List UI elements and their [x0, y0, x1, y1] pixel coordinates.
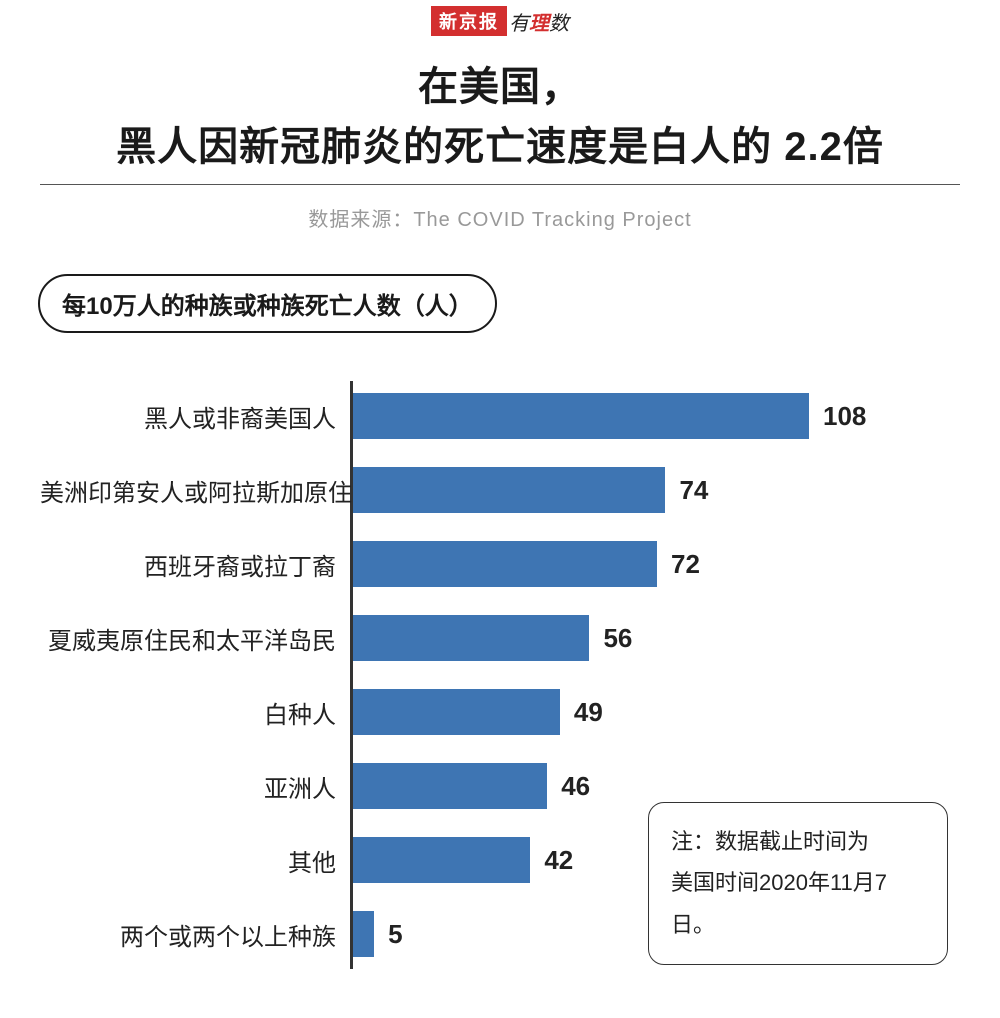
- bar-value: 74: [679, 475, 708, 506]
- bar-rect: [353, 689, 560, 735]
- title-block: 在美国， 黑人因新冠肺炎的死亡速度是白人的 2.2倍: [0, 54, 1000, 172]
- bar-chart: 注：数据截止时间为 美国时间2020年11月7日。 黑人或非裔美国人108美洲印…: [40, 381, 960, 1001]
- header-logo: 新京报 有理数: [0, 0, 1000, 36]
- bar-label: 其他: [40, 843, 350, 878]
- bar-row: 夏威夷原住民和太平洋岛民 56: [40, 615, 960, 661]
- bar-rect: [353, 467, 665, 513]
- title-rule: [40, 184, 960, 185]
- bar-rect: [353, 393, 809, 439]
- bar-rect: [353, 541, 657, 587]
- logo-suffix: 有理数: [509, 7, 569, 36]
- bar-label: 美洲印第安人或阿拉斯加原住民: [40, 473, 350, 508]
- bar-label: 西班牙裔或拉丁裔: [40, 547, 350, 582]
- bar-label: 白种人: [40, 695, 350, 730]
- bar-row: 亚洲人 46: [40, 763, 960, 809]
- bar-row: 两个或两个以上种族 5: [40, 911, 960, 957]
- title-line1: 在美国，: [40, 54, 960, 112]
- bar-row: 白种人 49: [40, 689, 960, 735]
- data-source: 数据来源：The COVID Tracking Project: [0, 203, 1000, 232]
- bar-label: 亚洲人: [40, 769, 350, 804]
- bar-value: 5: [388, 919, 402, 950]
- bar-value: 108: [823, 401, 866, 432]
- bar-value: 56: [603, 623, 632, 654]
- logo-badge: 新京报: [431, 6, 507, 36]
- bar-rect: [353, 615, 589, 661]
- bar-row: 西班牙裔或拉丁裔 72: [40, 541, 960, 587]
- bar-label: 夏威夷原住民和太平洋岛民: [40, 621, 350, 656]
- bar-value: 49: [574, 697, 603, 728]
- bar-value: 42: [544, 845, 573, 876]
- bar-label: 黑人或非裔美国人: [40, 399, 350, 434]
- title-line2: 黑人因新冠肺炎的死亡速度是白人的 2.2倍: [40, 114, 960, 172]
- bar-row: 美洲印第安人或阿拉斯加原住民 74: [40, 467, 960, 513]
- bar-rect: [353, 763, 547, 809]
- bar-value: 46: [561, 771, 590, 802]
- bar-rect: [353, 837, 530, 883]
- bar-label: 两个或两个以上种族: [40, 917, 350, 952]
- bar-row: 其他 42: [40, 837, 960, 883]
- chart-subtitle: 每10万人的种族或种族死亡人数（人）: [38, 274, 497, 333]
- bar-rect: [353, 911, 374, 957]
- bar-row: 黑人或非裔美国人 108: [40, 393, 960, 439]
- bar-value: 72: [671, 549, 700, 580]
